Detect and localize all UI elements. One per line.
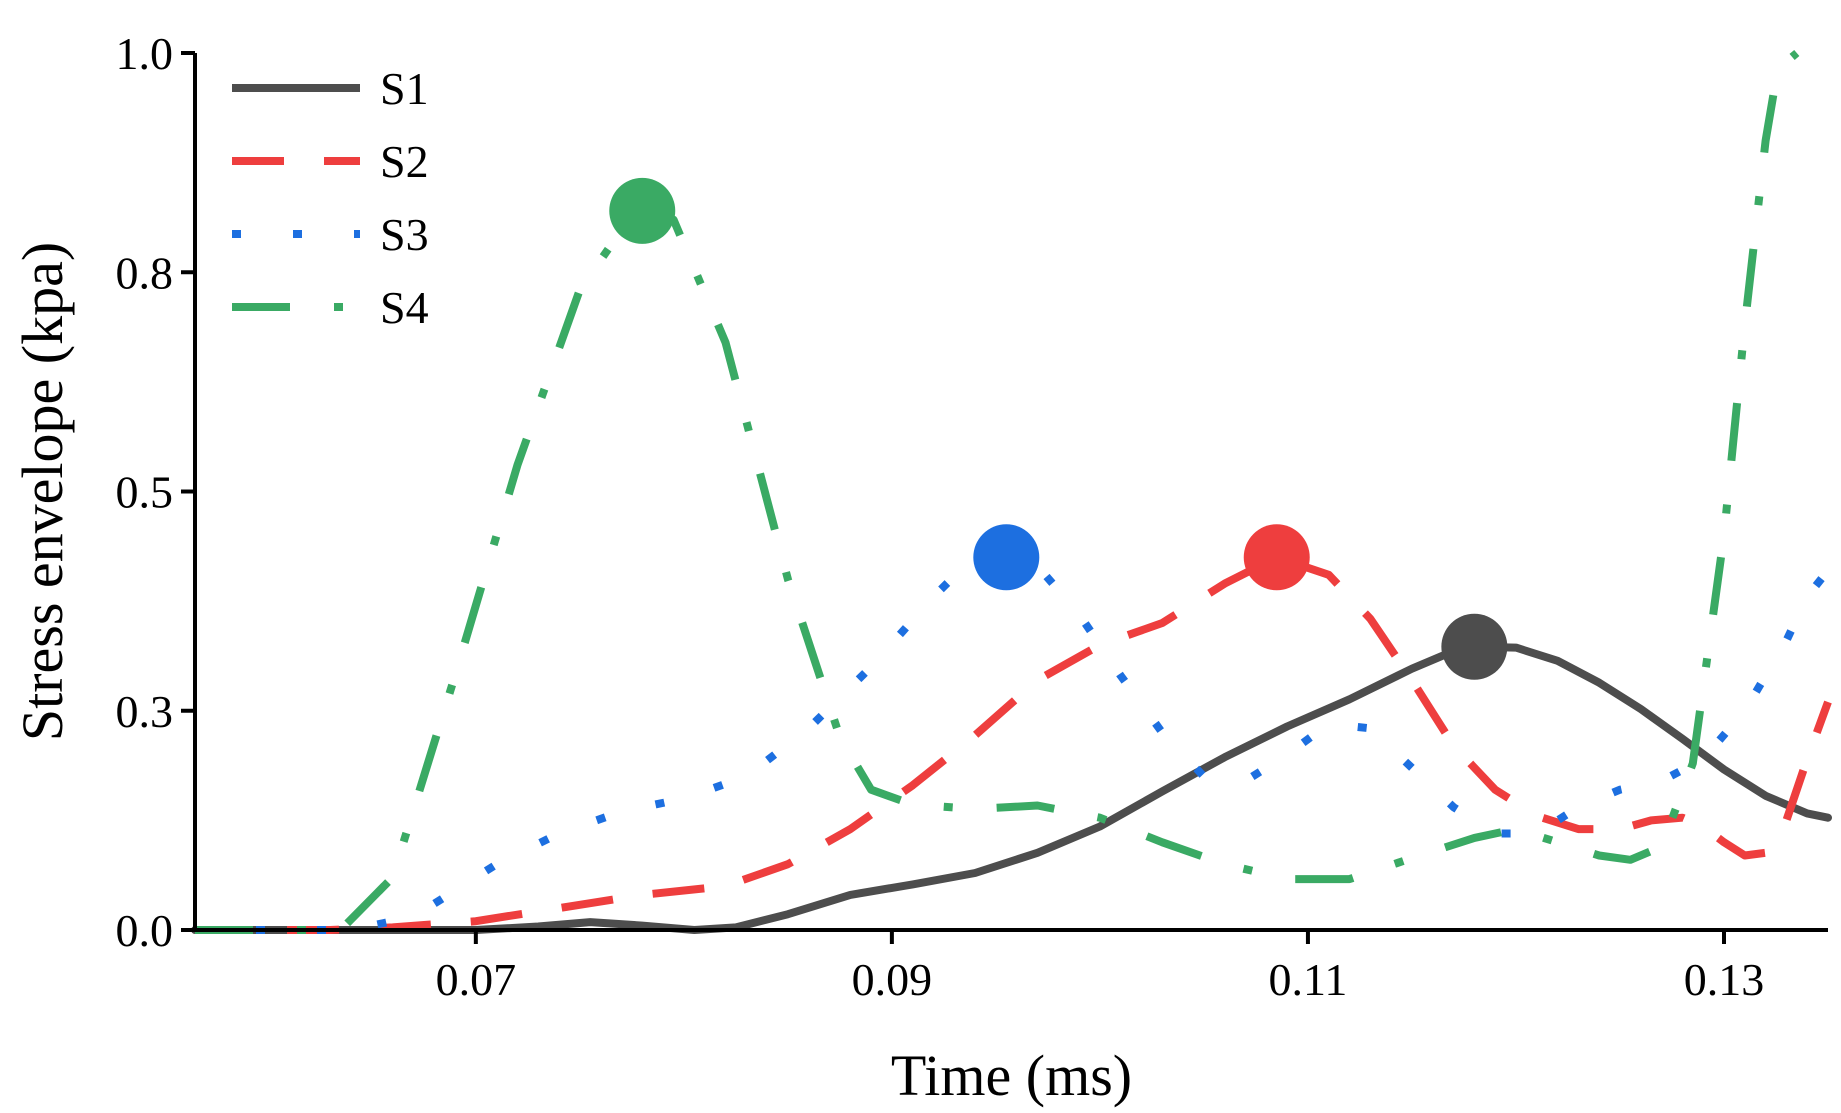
x-tick-label: 0.11 xyxy=(1269,954,1348,1005)
peak-markers xyxy=(609,177,1508,680)
y-tick-label: 0.8 xyxy=(116,247,174,298)
x-tick-label: 0.07 xyxy=(436,954,517,1005)
peak-marker-s4 xyxy=(609,177,676,244)
y-tick-label: 0.0 xyxy=(116,905,174,956)
axes xyxy=(193,53,1828,932)
series-line-s3 xyxy=(195,553,1832,934)
x-axis-title: Time (ms) xyxy=(891,1043,1132,1108)
y-tick-label: 0.5 xyxy=(116,467,174,518)
x-axis-ticks: 0.07 0.09 0.11 0.13 xyxy=(436,930,1765,1005)
x-tick-label: 0.13 xyxy=(1684,954,1765,1005)
series-line-s2 xyxy=(195,553,1832,934)
peak-marker-s2 xyxy=(1243,524,1310,591)
legend-label-s2: S2 xyxy=(380,136,429,187)
y-axis-title: Stress envelope (kpa) xyxy=(10,242,75,741)
legend: S1 S2 S3 S4 xyxy=(232,63,429,333)
y-tick-label: 1.0 xyxy=(116,28,174,79)
series-lines xyxy=(191,49,1832,934)
series-line-s1 xyxy=(191,642,1832,934)
legend-label-s4: S4 xyxy=(380,282,429,333)
series-line-s4 xyxy=(195,49,1800,934)
legend-label-s1: S1 xyxy=(380,63,429,114)
y-tick-label: 0.3 xyxy=(116,686,174,737)
x-tick-label: 0.09 xyxy=(852,954,933,1005)
legend-label-s3: S3 xyxy=(380,209,429,260)
peak-marker-s1 xyxy=(1441,613,1508,680)
y-axis-ticks: 0.0 0.3 0.5 0.8 1.0 xyxy=(116,28,195,956)
peak-marker-s3 xyxy=(973,524,1040,591)
